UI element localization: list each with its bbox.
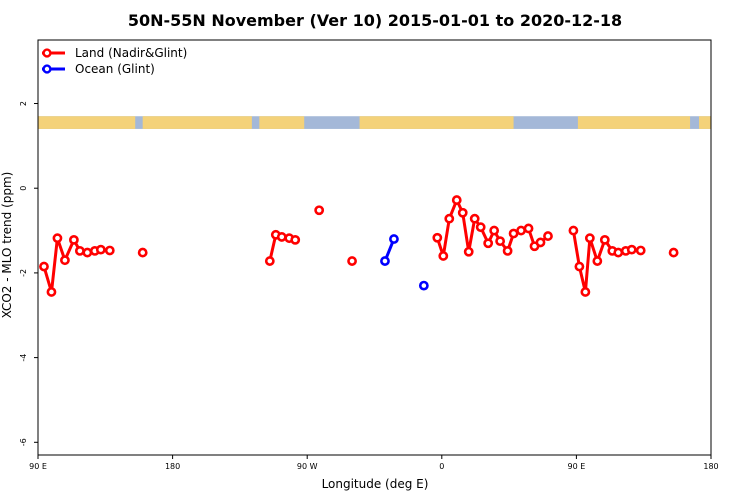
data-point — [74, 245, 85, 256]
data-point — [475, 222, 486, 233]
land-band — [38, 116, 136, 129]
data-point — [584, 233, 595, 244]
data-point — [60, 255, 70, 266]
x-tick-label: 90 E — [29, 462, 47, 471]
legend-label: Land (Nadir&Glint) — [75, 46, 187, 60]
legend-label: Ocean (Glint) — [75, 62, 155, 76]
data-point — [276, 232, 287, 242]
series-ocean-glint — [380, 234, 429, 291]
data-point — [483, 238, 494, 249]
series-layer — [39, 195, 679, 297]
data-point — [104, 245, 115, 256]
data-point — [438, 251, 449, 261]
data-point — [543, 231, 553, 241]
data-point — [502, 245, 513, 256]
y-axis: 2 0 -2 -4 -6 — [19, 101, 38, 446]
land-band — [699, 116, 711, 129]
data-point — [137, 247, 148, 258]
data-point — [508, 228, 519, 239]
land-band — [259, 116, 305, 129]
x-tick-label: 0 — [439, 462, 444, 471]
data-point — [568, 225, 579, 236]
y-axis-title: XCO2 - MLO trend (ppm) — [0, 172, 14, 319]
legend-marker — [42, 64, 52, 74]
data-point — [635, 245, 646, 256]
x-axis-title: Longitude (deg E) — [322, 477, 429, 491]
data-point — [580, 287, 591, 297]
legend: Land (Nadir&Glint) Ocean (Glint) — [42, 46, 187, 76]
data-point — [463, 246, 474, 257]
plot-frame — [37, 39, 712, 456]
data-point — [264, 256, 275, 266]
data-point — [68, 234, 79, 245]
x-tick-label: 180 — [703, 462, 718, 471]
data-point — [626, 244, 637, 255]
data-point — [389, 234, 399, 244]
land-band — [142, 116, 252, 129]
y-tick-label: -6 — [19, 438, 28, 446]
y-tick-label: 2 — [19, 101, 28, 106]
data-point — [290, 234, 301, 245]
data-point — [592, 256, 603, 266]
data-point — [495, 236, 506, 247]
data-point — [82, 247, 93, 258]
data-point — [39, 261, 49, 272]
land-band — [359, 116, 514, 129]
data-point — [444, 213, 455, 224]
data-point — [52, 233, 63, 244]
x-tick-label: 90 W — [297, 462, 318, 471]
data-point — [457, 207, 468, 218]
data-point — [46, 287, 57, 297]
x-tick-label: 90 E — [568, 462, 586, 471]
data-point — [599, 234, 610, 245]
legend-marker — [42, 48, 52, 58]
data-point — [432, 232, 443, 243]
data-point — [95, 244, 106, 255]
y-tick-label: -4 — [19, 354, 28, 362]
x-axis: 90 E 180 90 W 0 90 E 180 — [29, 455, 719, 471]
data-point — [523, 223, 534, 234]
data-point — [613, 247, 624, 258]
data-point — [418, 280, 429, 291]
data-point — [347, 256, 357, 266]
data-point — [489, 225, 500, 236]
data-point — [469, 213, 480, 224]
chart-title: 50N-55N November (Ver 10) 2015-01-01 to … — [128, 11, 622, 30]
data-point — [380, 256, 390, 266]
land-band — [577, 116, 691, 129]
land-ocean-strip — [38, 116, 711, 129]
series-land-nadir-glint — [39, 195, 679, 297]
x-tick-label: 180 — [165, 462, 180, 471]
data-point — [314, 205, 325, 216]
data-point — [516, 225, 526, 236]
y-tick-label: -2 — [19, 269, 28, 277]
data-point — [574, 261, 585, 272]
data-point — [668, 247, 679, 258]
data-point — [535, 237, 546, 248]
data-point — [451, 195, 462, 205]
y-tick-label: 0 — [19, 186, 28, 191]
